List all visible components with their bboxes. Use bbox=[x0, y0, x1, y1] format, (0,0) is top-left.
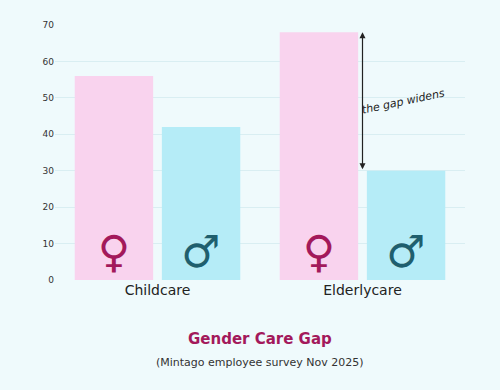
svg-text:40: 40 bbox=[43, 129, 55, 139]
svg-text:10: 10 bbox=[43, 239, 55, 249]
svg-text:the gap widens: the gap widens bbox=[361, 86, 446, 116]
svg-text:♂: ♂ bbox=[181, 226, 220, 277]
svg-text:♀: ♀ bbox=[98, 226, 130, 277]
svg-text:0: 0 bbox=[48, 275, 54, 285]
svg-text:20: 20 bbox=[43, 202, 55, 212]
svg-text:(Mintago employee survey Nov 2: (Mintago employee survey Nov 2025) bbox=[156, 356, 364, 369]
svg-text:60: 60 bbox=[43, 57, 55, 67]
svg-text:♀: ♀ bbox=[303, 226, 335, 277]
svg-text:Childcare: Childcare bbox=[125, 282, 191, 298]
svg-text:Elderlycare: Elderlycare bbox=[323, 282, 402, 298]
svg-text:30: 30 bbox=[43, 166, 55, 176]
svg-text:♂: ♂ bbox=[386, 226, 425, 277]
svg-text:70: 70 bbox=[43, 20, 55, 30]
svg-text:Gender Care Gap: Gender Care Gap bbox=[188, 330, 332, 348]
svg-text:50: 50 bbox=[43, 93, 55, 103]
